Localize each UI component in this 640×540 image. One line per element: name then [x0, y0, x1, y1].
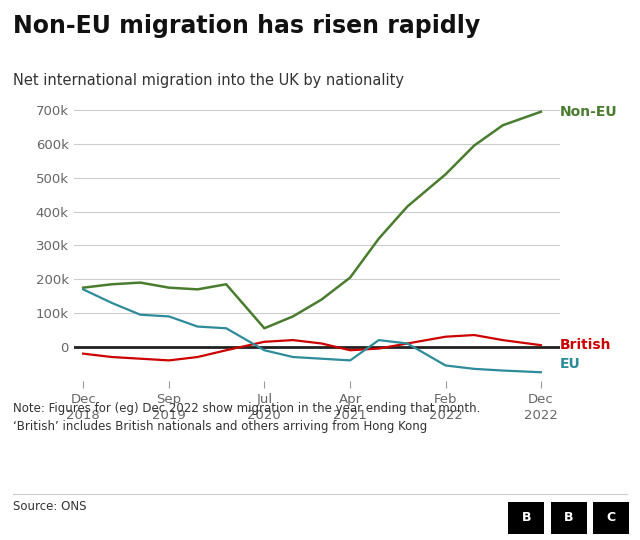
- FancyBboxPatch shape: [593, 502, 629, 534]
- Text: British: British: [560, 338, 611, 352]
- Text: Non-EU migration has risen rapidly: Non-EU migration has risen rapidly: [13, 14, 480, 37]
- Text: C: C: [607, 511, 616, 524]
- Text: Non-EU: Non-EU: [560, 105, 618, 119]
- Text: Source: ONS: Source: ONS: [13, 500, 86, 513]
- Text: B: B: [564, 511, 573, 524]
- Text: EU: EU: [560, 357, 580, 371]
- Text: Net international migration into the UK by nationality: Net international migration into the UK …: [13, 73, 404, 88]
- Text: B: B: [522, 511, 531, 524]
- FancyBboxPatch shape: [550, 502, 587, 534]
- Text: Note: Figures for (eg) Dec 2022 show migration in the year ending that month.
‘B: Note: Figures for (eg) Dec 2022 show mig…: [13, 402, 480, 433]
- FancyBboxPatch shape: [508, 502, 544, 534]
